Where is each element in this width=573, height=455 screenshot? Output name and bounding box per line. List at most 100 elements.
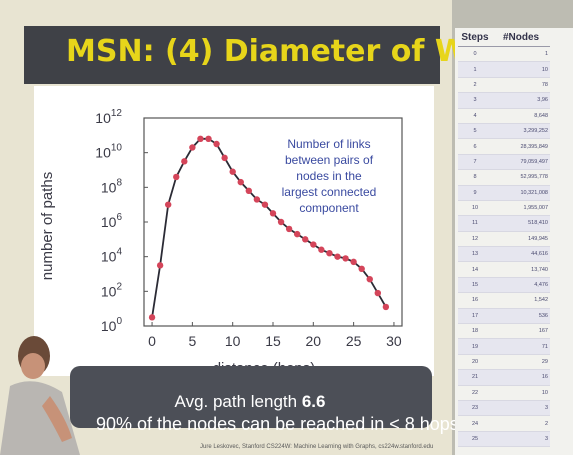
cell-nodes: 536 xyxy=(492,308,550,325)
cell-step: 16 xyxy=(458,292,492,309)
cell-step: 2 xyxy=(458,77,492,94)
cell-step: 20 xyxy=(458,354,492,371)
table-row: 21 16 xyxy=(458,369,550,386)
annotation-line: Number of links xyxy=(287,137,370,151)
cell-nodes: 29 xyxy=(492,354,550,371)
y-tick-base: 10 xyxy=(101,214,117,230)
y-tick-base: 10 xyxy=(95,145,111,161)
data-point xyxy=(310,241,317,248)
y-tick-exponent: 0 xyxy=(116,316,122,327)
data-point xyxy=(156,262,164,269)
data-point xyxy=(173,173,180,181)
y-tick-exponent: 4 xyxy=(116,247,122,258)
x-tick-label: 20 xyxy=(306,333,322,349)
data-point xyxy=(261,201,269,208)
y-tick-label: 102 xyxy=(101,281,123,299)
y-tick-exponent: 6 xyxy=(116,212,122,223)
annotation: Number of links between pairs of nodes in … xyxy=(282,137,377,215)
cell-nodes: 10,321,008 xyxy=(492,185,550,201)
cell-step: 25 xyxy=(458,431,492,448)
data-point xyxy=(237,178,244,186)
summary-box xyxy=(70,366,432,428)
summary-reach: 90% of the nodes can be reached in < 8 h… xyxy=(96,414,459,434)
y-tick-exponent: 10 xyxy=(111,143,123,154)
annotation-line: largest connected xyxy=(282,185,377,199)
annotation-line: nodes in the xyxy=(296,169,362,183)
data-point xyxy=(293,230,301,238)
y-tick-label: 100 xyxy=(101,316,123,334)
data-point xyxy=(318,246,325,253)
table-row: 4 8,648 xyxy=(458,108,550,124)
cell-step: 10 xyxy=(458,200,492,217)
cell-nodes: 44,616 xyxy=(492,246,550,263)
cell-nodes: 3 xyxy=(492,400,550,417)
x-tick-label: 25 xyxy=(346,333,362,349)
cell-step: 14 xyxy=(458,261,492,278)
table-row: 6 28,395,849 xyxy=(458,138,550,155)
data-point xyxy=(382,303,390,311)
cell-step: 11 xyxy=(458,215,492,232)
y-tick-base: 10 xyxy=(101,249,117,265)
data-point xyxy=(326,250,333,257)
title-band xyxy=(24,26,440,84)
table-row: 12 149,945 xyxy=(458,231,550,248)
cell-nodes: 2 xyxy=(492,415,550,432)
cell-step: 21 xyxy=(458,369,492,386)
cell-step: 1 xyxy=(458,61,492,78)
cell-step: 5 xyxy=(458,123,492,140)
cell-nodes: 10 xyxy=(492,385,550,401)
y-tick-base: 10 xyxy=(101,318,117,334)
cell-nodes: 16 xyxy=(492,369,550,386)
cell-step: 6 xyxy=(458,138,492,155)
summary-prefix: Avg. path length xyxy=(174,392,302,411)
footer-credit: Jure Leskovec, Stanford CS224W: Machine … xyxy=(200,444,434,450)
y-tick-label: 108 xyxy=(101,177,123,195)
series-paths xyxy=(148,135,390,321)
y-tick-exponent: 2 xyxy=(116,281,122,292)
table-row: 8 52,995,778 xyxy=(458,169,550,186)
data-point xyxy=(366,276,373,283)
data-point xyxy=(229,168,236,175)
table-row: 18 167 xyxy=(458,323,550,340)
cell-nodes: 52,995,778 xyxy=(492,169,550,186)
cell-nodes: 518,410 xyxy=(492,215,550,232)
cell-nodes: 1 xyxy=(492,46,550,63)
cell-nodes: 10 xyxy=(492,61,550,78)
summary-value: 6.6 xyxy=(301,392,326,411)
table-row: 14 13,740 xyxy=(458,261,550,278)
y-axis-label: number of paths xyxy=(39,172,56,280)
data-point xyxy=(181,158,188,165)
x-tick-label: 15 xyxy=(265,333,281,349)
table-row: 19 71 xyxy=(458,338,550,355)
presenter-figure xyxy=(0,336,80,455)
data-point xyxy=(197,135,204,142)
table-row: 20 29 xyxy=(458,354,550,371)
y-tick-label: 104 xyxy=(101,247,123,265)
cell-step: 3 xyxy=(458,92,492,109)
y-tick-label: 1010 xyxy=(95,143,122,161)
chart-panel: 0 5 10 15 20 25 30 100 102 104 106 108 1010 1012 Numb… xyxy=(34,86,434,376)
table-row: 24 2 xyxy=(458,415,550,432)
table-row: 23 3 xyxy=(458,400,550,417)
cell-step: 17 xyxy=(458,308,492,325)
table-row: 13 44,616 xyxy=(458,246,550,263)
cell-nodes: 78 xyxy=(492,77,550,94)
y-tick-exponent: 12 xyxy=(111,108,123,119)
table-row: 1 10 xyxy=(458,61,550,78)
x-tick-label: 30 xyxy=(386,333,402,349)
annotation-line: component xyxy=(299,201,359,215)
data-point xyxy=(245,187,253,194)
cell-nodes: 1,542 xyxy=(492,292,550,309)
table-row: 22 10 xyxy=(458,385,550,401)
y-tick-base: 10 xyxy=(101,179,117,195)
table-row: 3 3,96 xyxy=(458,92,550,109)
cell-nodes: 167 xyxy=(492,323,550,340)
cell-step: 19 xyxy=(458,338,492,355)
cell-nodes: 8,648 xyxy=(492,108,550,124)
data-point xyxy=(358,265,365,272)
cell-nodes: 28,395,849 xyxy=(492,138,550,155)
bfs-table: Steps #Nodes 0 1 1 10 2 78 3 3,96 4 8,648 5 3,299,2… xyxy=(455,28,573,455)
data-point xyxy=(334,253,341,260)
